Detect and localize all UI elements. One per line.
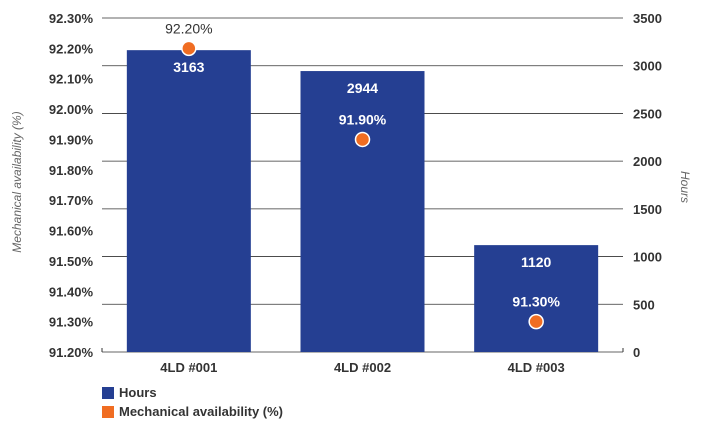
right-tick-label: 3000 [633, 59, 662, 74]
point-value-label: 91.30% [512, 294, 560, 310]
left-tick-label: 92.10% [49, 72, 94, 87]
left-tick-label: 91.90% [49, 132, 94, 147]
left-tick-label: 92.00% [49, 102, 94, 117]
point-series: 92.20% 91.90% 91.30% [165, 20, 560, 330]
left-tick-label: 91.60% [49, 224, 94, 239]
point [181, 40, 197, 57]
bar-value-label: 1120 [521, 254, 552, 270]
bar [126, 50, 251, 353]
bar-series: 3163 2944 1120 [126, 50, 599, 353]
legend-item-availability: Mechanical availability (%) [102, 402, 283, 421]
point [354, 131, 371, 148]
legend-label-hours: Hours [119, 385, 157, 400]
right-tick-label: 0 [633, 345, 640, 360]
right-tick-label: 1500 [633, 202, 662, 217]
left-tick-label: 91.30% [49, 315, 94, 330]
legend-swatch-availability [102, 405, 114, 418]
right-tick-label: 500 [633, 297, 655, 312]
right-tick-label: 2000 [633, 154, 662, 169]
category-label: 4LD #002 [334, 360, 391, 375]
category-label: 4LD #001 [160, 360, 217, 375]
category-label: 4LD #003 [508, 360, 565, 375]
left-tick-label: 91.70% [49, 193, 94, 208]
right-tick-label: 1000 [633, 250, 662, 265]
point-value-label: 91.90% [339, 111, 387, 127]
right-tick-label: 3500 [633, 11, 662, 26]
point-value-label: 92.20% [165, 20, 212, 36]
bar-value-label: 2944 [347, 80, 378, 96]
right-tick-label: 2500 [633, 106, 662, 121]
point [528, 313, 544, 330]
legend-item-hours: Hours [102, 383, 283, 402]
left-tick-label: 91.50% [49, 254, 94, 269]
legend-swatch-hours [102, 386, 114, 399]
left-tick-label: 91.80% [49, 163, 94, 178]
bar-value-label: 3163 [173, 59, 204, 75]
category-labels: 4LD #001 4LD #002 4LD #003 [160, 360, 564, 375]
left-tick-label: 92.20% [49, 41, 94, 56]
left-axis-title: Mechanical availability (%) [10, 111, 24, 252]
right-axis-title: Hours [678, 171, 692, 203]
left-tick-label: 92.30% [49, 11, 94, 26]
bar [300, 71, 425, 352]
left-tick-label: 91.40% [49, 284, 94, 299]
legend: Hours Mechanical availability (%) [102, 383, 283, 421]
right-axis-ticks: 3500 3000 2500 2000 1500 1000 500 0 [633, 11, 662, 360]
bar [474, 245, 599, 352]
left-axis-ticks: 92.30% 92.20% 92.10% 92.00% 91.90% 91.80% 91.7… [49, 11, 94, 360]
legend-label-availability: Mechanical availability (%) [119, 404, 284, 419]
left-tick-label: 91.20% [49, 345, 94, 360]
